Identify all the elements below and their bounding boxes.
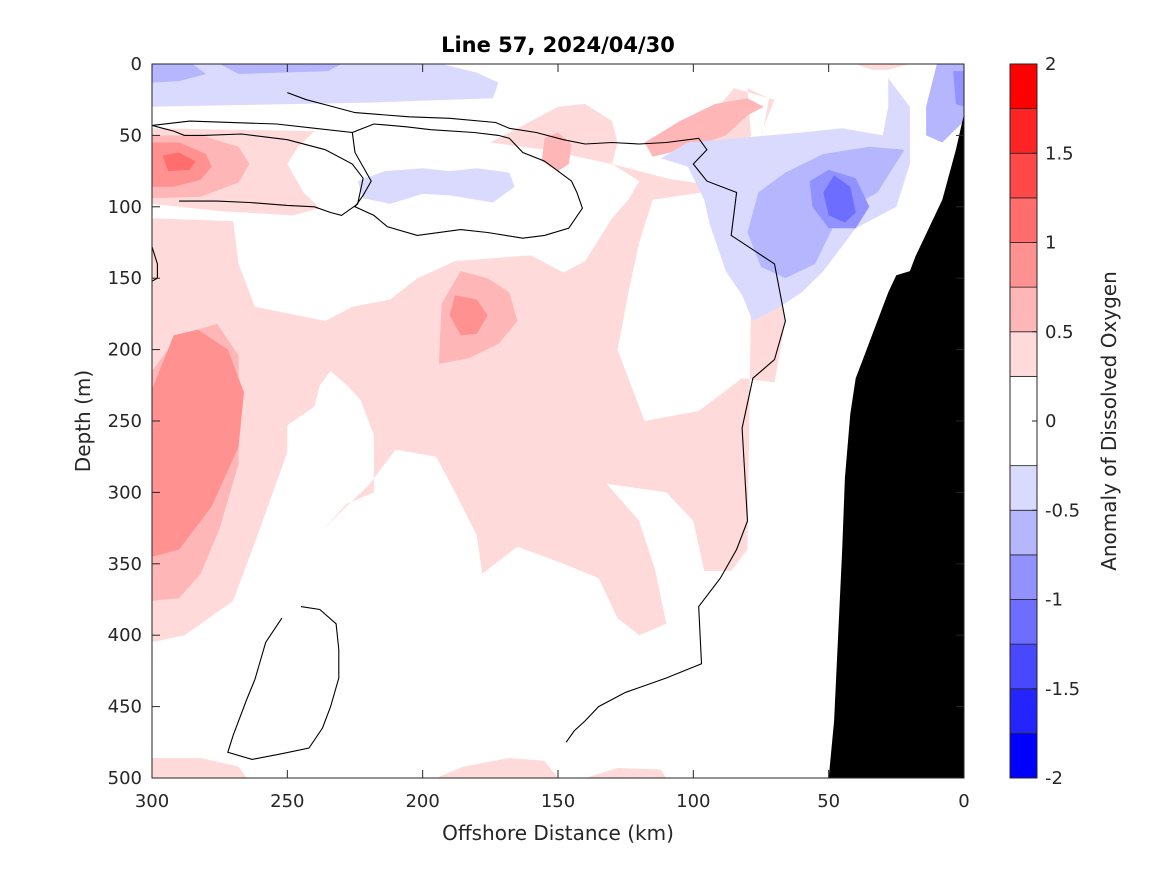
y-tick-label: 200: [108, 340, 142, 361]
x-tick-label: 250: [270, 791, 304, 812]
y-axis-ticks: 0 50 100 150 200 250 300 350 400 450 500: [108, 54, 964, 789]
y-axis-label: Depth (m): [71, 370, 95, 472]
colorbar-segment: [1009, 732, 1038, 779]
y-tick-label: 300: [108, 482, 142, 503]
x-axis-ticks: 300 250 200 150 100 50 0: [135, 64, 970, 812]
y-tick-label: 450: [108, 697, 142, 718]
colorbar-segment: [1009, 108, 1038, 154]
anomaly-region-bottom-positive-c: [585, 768, 667, 778]
anomaly-region-mid-layer-negative: [357, 168, 515, 204]
x-tick-label: 200: [405, 791, 439, 812]
colorbar-segment: [1009, 286, 1038, 333]
colorbar-tick-label: 0: [1045, 411, 1056, 432]
colorbar-label: Anomaly of Dissolved Oxygen: [1097, 271, 1121, 571]
colorbar-tick-label: -1.5: [1045, 679, 1080, 700]
colorbar-segment: [1009, 63, 1038, 110]
anomaly-region-mid-positive-band: [152, 88, 786, 643]
anomaly-region-upper-east-positive: [644, 98, 764, 157]
anomaly-region-bottom-positive: [152, 758, 247, 778]
anomaly-region-bottom-positive-b: [436, 758, 558, 778]
colorbar-tick-label: 0.5: [1045, 322, 1074, 343]
colorbar-segment: [1009, 599, 1038, 645]
colorbar-segment: [1009, 465, 1038, 511]
y-tick-label: 150: [108, 268, 142, 289]
colorbar-segment: [1009, 152, 1038, 199]
anomaly-region-mid-core-inner-b: [449, 295, 488, 336]
y-tick-label: 50: [119, 125, 142, 146]
colorbar-tick-label: -2: [1045, 768, 1063, 789]
anomaly-region-east-negative-c: [823, 175, 856, 223]
colorbar-tick-label: 1: [1045, 233, 1056, 254]
colorbar-segment: [1009, 688, 1038, 734]
x-tick-label: 300: [135, 791, 169, 812]
colorbar-tick-label: -1: [1045, 590, 1063, 611]
y-tick-label: 250: [108, 411, 142, 432]
anomaly-region-surface-east-negative-a: [953, 71, 964, 107]
y-tick-label: 400: [108, 625, 142, 646]
anomaly-region-upper-west-peak: [162, 152, 196, 172]
zero-contour-line-1: [152, 124, 364, 216]
x-tick-label: 0: [958, 791, 969, 812]
colorbar-segment: [1009, 509, 1038, 556]
anomaly-region-upper-mid-positive: [541, 132, 572, 172]
y-tick-label: 350: [108, 554, 142, 575]
zero-contour-line-2: [287, 92, 786, 743]
colorbar-segment: [1009, 197, 1038, 243]
y-tick-label: 0: [131, 54, 142, 75]
x-axis-label: Offshore Distance (km): [442, 821, 674, 845]
anomaly-region-surface-east-positive: [855, 64, 910, 70]
y-tick-label: 500: [108, 768, 142, 789]
colorbar-segment: [1009, 643, 1038, 690]
anomaly-region-surface-negative: [152, 64, 499, 107]
colorbar-segment: [1009, 554, 1038, 600]
zero-contour-line-3: [152, 246, 158, 282]
zero-contour-line-0: [152, 120, 584, 239]
colorbar-tick-label: 1.5: [1045, 143, 1074, 164]
y-tick-label: 100: [108, 197, 142, 218]
bathymetry: [828, 114, 964, 778]
anomaly-region-surface-negative-mid: [219, 64, 342, 74]
x-tick-label: 50: [817, 791, 840, 812]
colorbar: 2 1.5 1 0.5 0 -0.5 -1 -1.5 -2: [1009, 54, 1080, 789]
zero-contour-line-4: [227, 606, 340, 760]
x-tick-label: 150: [541, 791, 575, 812]
colorbar-tick-label: 2: [1045, 54, 1056, 75]
chart-title: Line 57, 2024/04/30: [441, 33, 675, 57]
colorbar-tick-label: -0.5: [1045, 500, 1080, 521]
x-tick-label: 100: [676, 791, 710, 812]
bathymetry-layer: [828, 114, 964, 778]
colorbar-segment: [1009, 331, 1038, 377]
colorbar-segment: [1009, 242, 1038, 288]
contour-fill-layer: [152, 64, 964, 778]
anomaly-region-mid-core-inner: [152, 329, 244, 557]
anomaly-region-surface-negative-core: [152, 64, 207, 83]
